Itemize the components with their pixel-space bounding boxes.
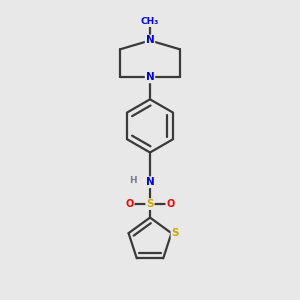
Text: CH₃: CH₃ xyxy=(141,17,159,26)
Text: N: N xyxy=(146,35,154,46)
Text: H: H xyxy=(129,176,136,185)
Text: S: S xyxy=(171,228,179,238)
Text: O: O xyxy=(125,199,134,209)
Text: N: N xyxy=(146,72,154,82)
Text: O: O xyxy=(166,199,175,209)
Text: S: S xyxy=(146,199,154,209)
Text: N: N xyxy=(146,177,154,187)
